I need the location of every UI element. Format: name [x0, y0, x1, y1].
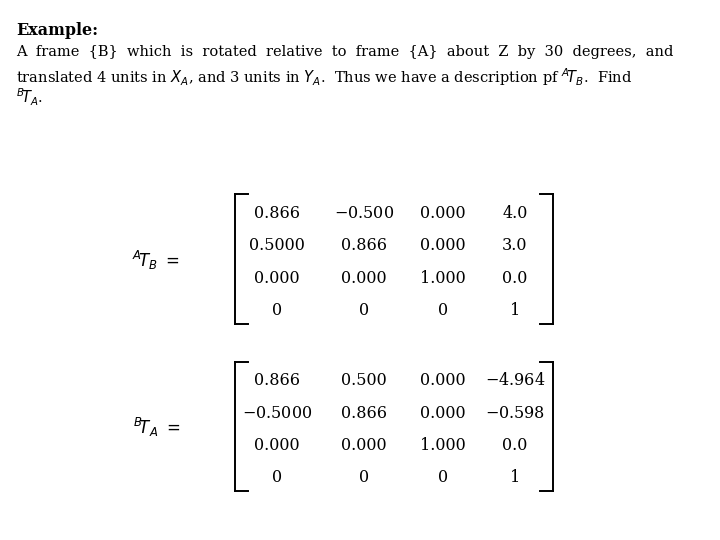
Text: 0.866: 0.866	[254, 205, 300, 222]
Text: 0.000: 0.000	[254, 437, 300, 454]
Text: $-$0.598: $-$0.598	[485, 404, 544, 422]
Text: 1.000: 1.000	[420, 437, 466, 454]
Text: $-$0.500: $-$0.500	[333, 205, 394, 222]
Text: translated 4 units in $X_A$, and 3 units in $Y_A$.  Thus we have a description p: translated 4 units in $X_A$, and 3 units…	[16, 66, 632, 87]
Text: 0.866: 0.866	[254, 372, 300, 389]
Text: 3.0: 3.0	[502, 237, 528, 254]
Text: 0.866: 0.866	[341, 237, 387, 254]
Text: $-$0.5000: $-$0.5000	[242, 404, 312, 422]
Text: 0: 0	[438, 469, 448, 487]
Text: 0.000: 0.000	[341, 437, 387, 454]
Text: 0.0: 0.0	[502, 269, 528, 287]
Text: ${}^{A}\!T_{B}$$\ =$: ${}^{A}\!T_{B}$$\ =$	[132, 249, 180, 272]
Text: 0.000: 0.000	[254, 269, 300, 287]
Text: 0.0: 0.0	[502, 437, 528, 454]
Text: 0.866: 0.866	[341, 404, 387, 422]
Text: 0: 0	[438, 302, 448, 319]
Text: 0.000: 0.000	[420, 237, 466, 254]
Text: 0.5000: 0.5000	[249, 237, 305, 254]
Text: 0: 0	[272, 469, 282, 487]
Text: 0: 0	[272, 302, 282, 319]
Text: ${}^{B}\!T_A$.: ${}^{B}\!T_A$.	[16, 86, 42, 108]
Text: 0.500: 0.500	[341, 372, 387, 389]
Text: $-$4.964: $-$4.964	[485, 372, 545, 389]
Text: 0.000: 0.000	[420, 404, 466, 422]
Text: 1.000: 1.000	[420, 269, 466, 287]
Text: 0.000: 0.000	[420, 205, 466, 222]
Text: A  frame  {B}  which  is  rotated  relative  to  frame  {A}  about  Z  by  30  d: A frame {B} which is rotated relative to…	[16, 45, 673, 59]
Text: 0: 0	[359, 302, 369, 319]
Text: 1: 1	[510, 302, 520, 319]
Text: ${}^{B}\!T_{A}$$\ =$: ${}^{B}\!T_{A}$$\ =$	[132, 416, 180, 439]
Text: 0: 0	[359, 469, 369, 487]
Text: 0.000: 0.000	[341, 269, 387, 287]
Text: 1: 1	[510, 469, 520, 487]
Text: 4.0: 4.0	[502, 205, 528, 222]
Text: 0.000: 0.000	[420, 372, 466, 389]
Text: Example:: Example:	[16, 22, 98, 38]
